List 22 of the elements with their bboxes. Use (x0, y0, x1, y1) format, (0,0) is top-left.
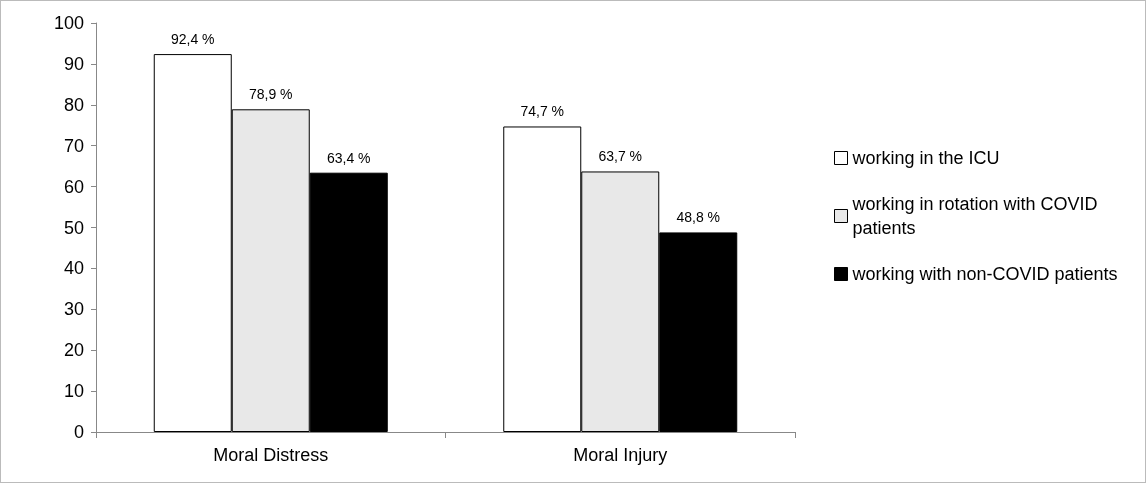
y-tick-label: 80 (63, 94, 84, 115)
legend-label: working in the ICU (851, 148, 1000, 168)
data-label: 92,4 % (170, 31, 215, 48)
x-tick-label: Moral Injury (573, 445, 668, 465)
y-tick-label: 30 (63, 299, 84, 320)
legend-label: working in rotation with COVID patients (851, 194, 1103, 238)
data-label: 63,4 % (326, 149, 371, 166)
y-tick-label: 10 (63, 381, 84, 402)
y-tick-label: 0 (73, 422, 84, 442)
y-tick-label: 100 (53, 13, 84, 33)
data-label: 78,9 % (248, 86, 293, 103)
y-tick-label: 70 (63, 135, 84, 156)
data-label: 48,8 % (676, 209, 721, 226)
y-tick-label: 40 (63, 258, 84, 279)
y-tick-label: 60 (63, 176, 84, 197)
y-tick-label: 20 (63, 340, 84, 361)
y-tick-label: 50 (63, 217, 84, 238)
y-tick-label: 90 (63, 53, 84, 74)
data-label: 63,7 % (598, 148, 643, 165)
legend-label: working with non-COVID patients (851, 264, 1118, 284)
x-tick-label: Moral Distress (213, 445, 329, 465)
data-label: 74,7 % (520, 103, 565, 120)
